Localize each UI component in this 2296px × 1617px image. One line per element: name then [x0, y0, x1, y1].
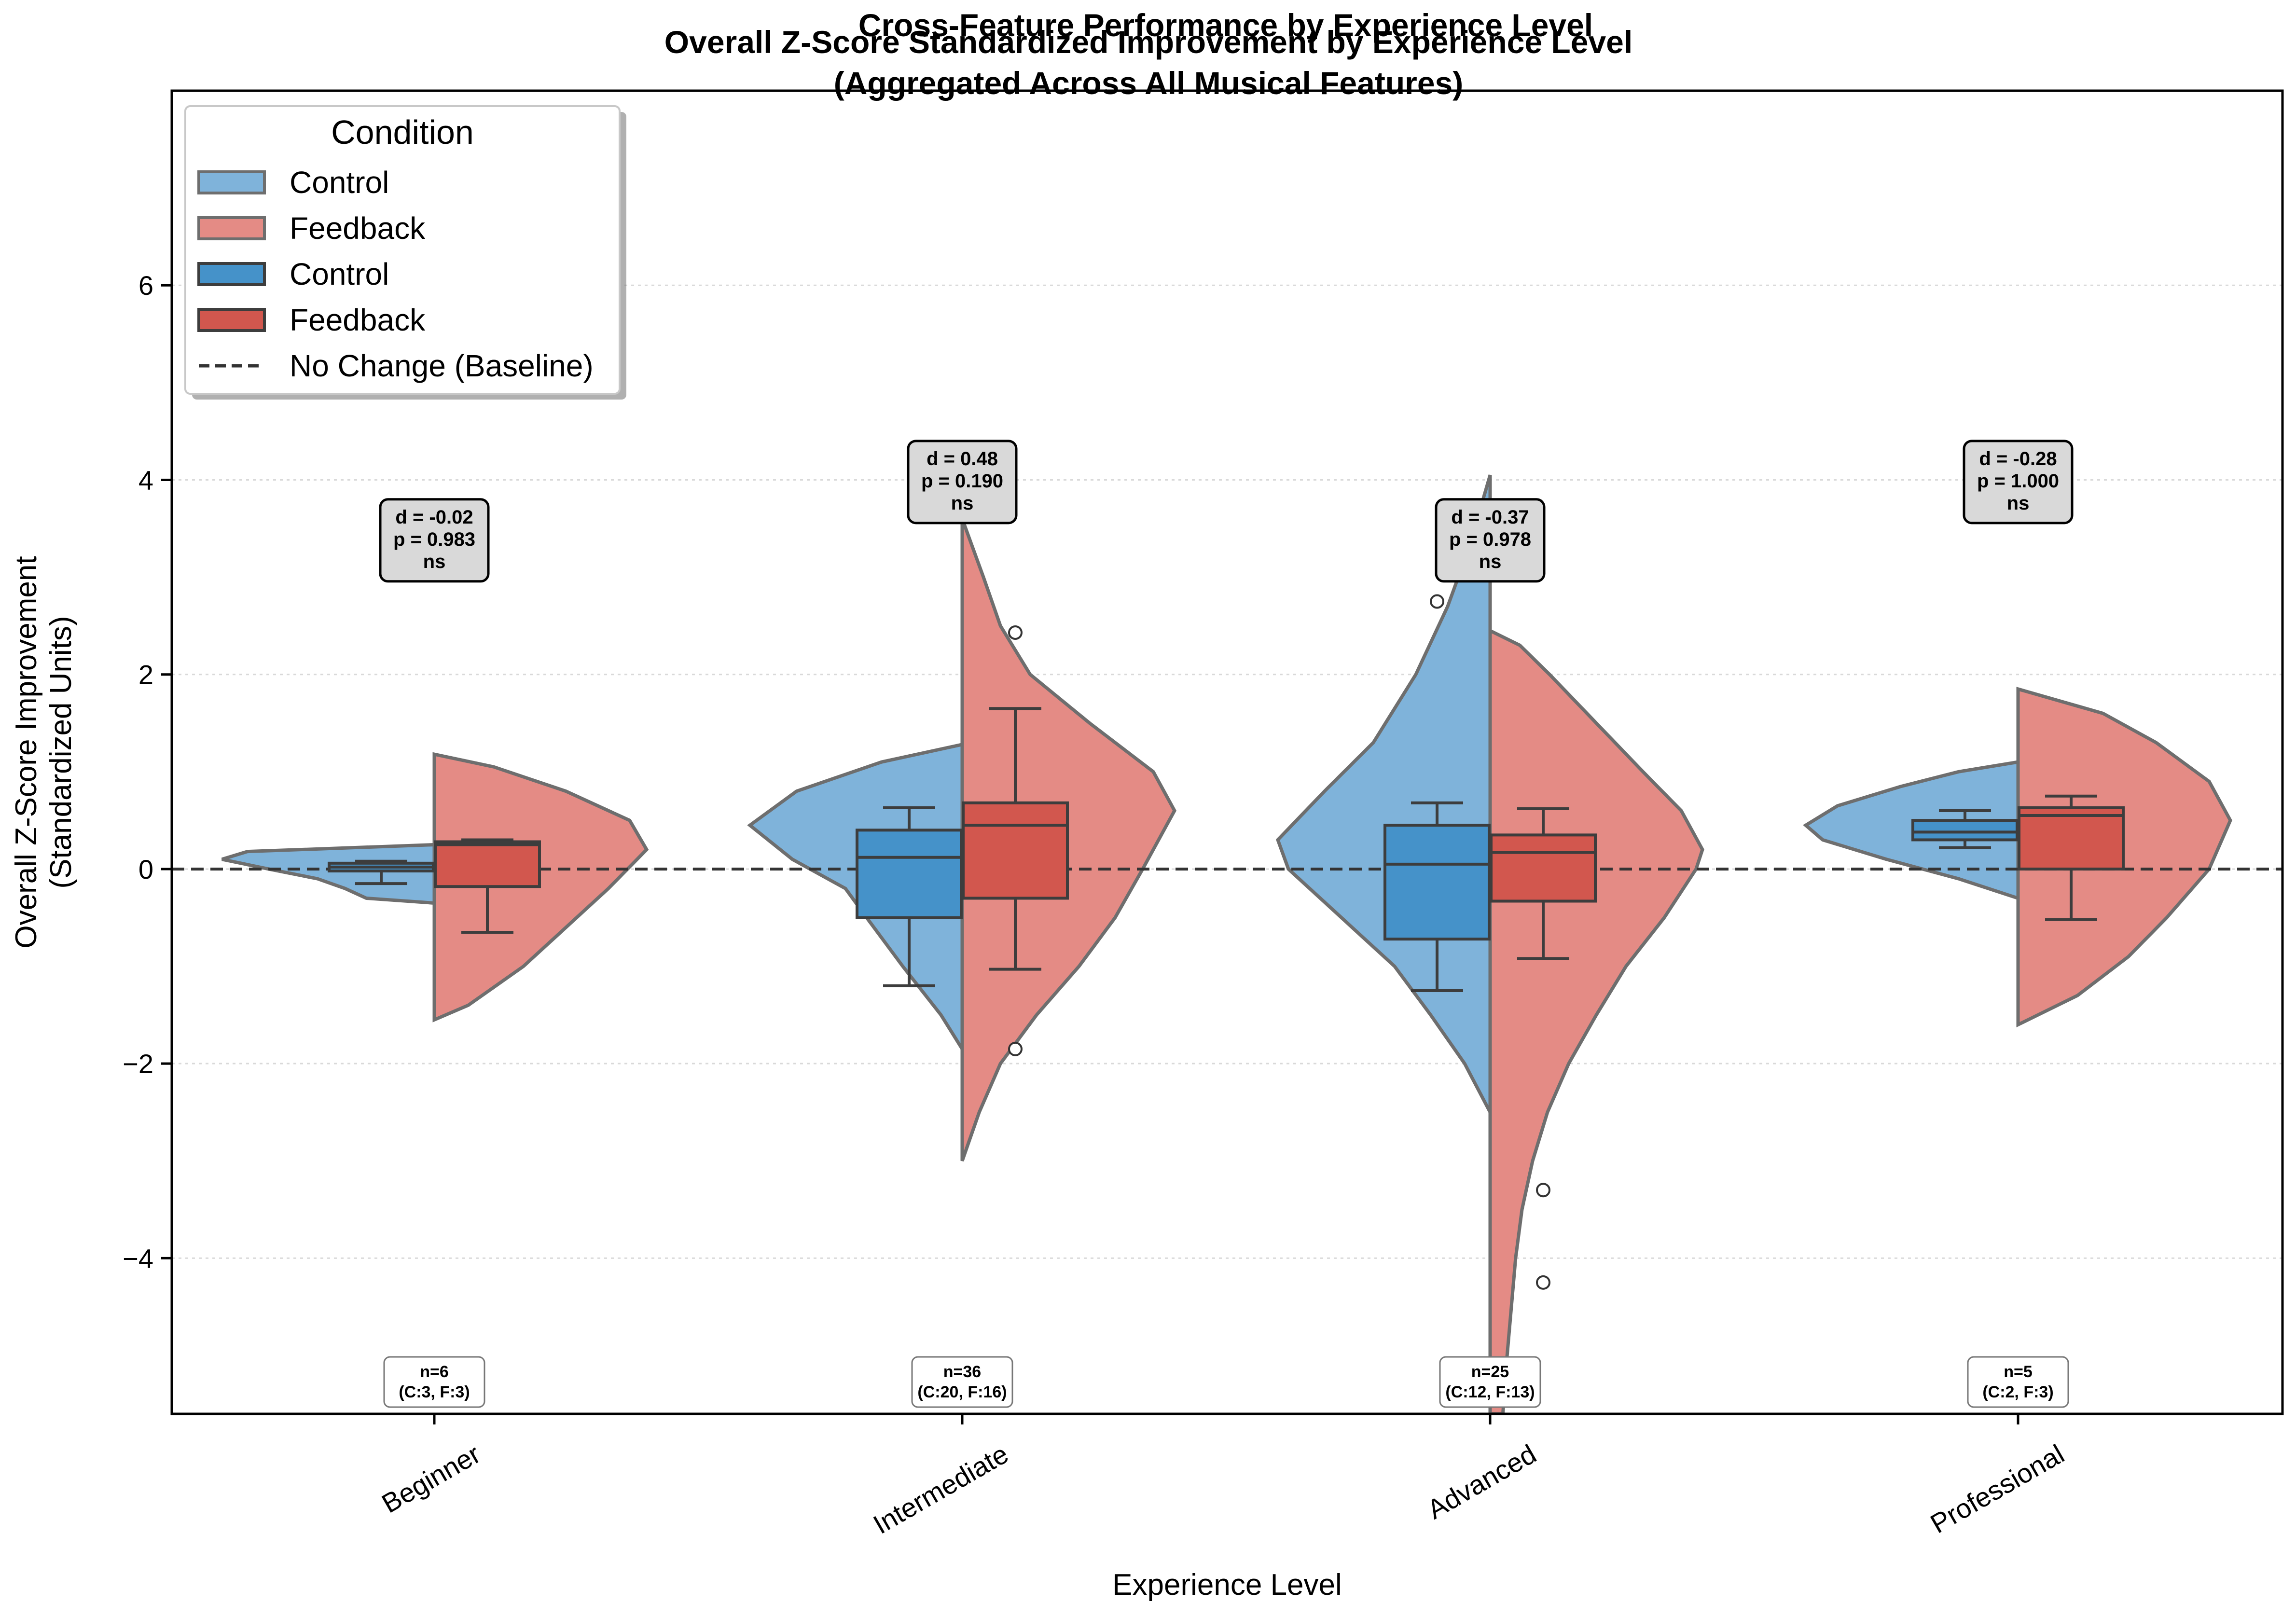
n-box-advanced: n=25 (C:12, F:13)	[1439, 1356, 1541, 1408]
stats-line: p = 0.978	[1449, 529, 1531, 550]
legend-swatch-box	[197, 308, 266, 332]
n-box-beginner: n=6 (C:3, F:3)	[383, 1356, 485, 1408]
n-box-bg	[1967, 1356, 2069, 1408]
legend-title: Condition	[331, 113, 474, 151]
n-detail: (C:20, F:16)	[917, 1383, 1007, 1401]
y-tick-label: −2	[123, 1049, 153, 1079]
box-feedback-advanced-outlier	[1536, 1275, 1550, 1290]
box-feedback-beginner	[434, 838, 541, 934]
chart-title: Overall Z-Score Standardized Improvement…	[664, 24, 1632, 60]
overlapping-title: Cross-Feature Performance by Experience …	[858, 7, 1593, 43]
box-feedback-advanced-iqr-box	[1490, 833, 1597, 903]
n-box-bg	[1439, 1356, 1541, 1408]
stats-line: d = -0.28	[1979, 448, 2057, 470]
n-detail: (C:12, F:13)	[1445, 1383, 1535, 1401]
n-label: n=5	[2004, 1363, 2033, 1381]
box-control-advanced-outlier	[1430, 594, 1444, 609]
x-axis-label: Experience Level	[1112, 1568, 1342, 1602]
stats-box-bg	[1963, 440, 2074, 525]
box-control-professional-iqr-box	[1911, 819, 2019, 842]
y-tick-label: 2	[138, 660, 153, 690]
stats-line: ns	[951, 493, 974, 514]
legend-item: Feedback	[197, 303, 426, 337]
stats-box-bg	[379, 498, 490, 583]
legend-swatch-violin	[197, 170, 266, 194]
y-axis-label-line2: (Standardized Units)	[44, 616, 78, 888]
y-axis-label: Overall Z-Score Improvement	[10, 556, 43, 948]
box-control-advanced	[1383, 594, 1491, 992]
box-feedback-intermediate	[962, 625, 1069, 1056]
n-detail: (C:3, F:3)	[399, 1383, 470, 1401]
box-feedback-intermediate-outlier	[1008, 1041, 1023, 1056]
box-feedback-intermediate-iqr-box	[962, 801, 1069, 900]
legend-swatch-box	[197, 262, 266, 286]
n-box-professional: n=5 (C:2, F:3)	[1967, 1356, 2069, 1408]
n-label: n=6	[420, 1363, 449, 1381]
box-feedback-advanced-outlier	[1536, 1183, 1550, 1198]
plot-frame	[170, 89, 2284, 1415]
legend-label: Feedback	[290, 211, 426, 246]
box-feedback-professional	[2018, 794, 2125, 921]
legend-item: Control	[197, 257, 389, 291]
box-control-advanced-iqr-box	[1383, 824, 1491, 941]
box-feedback-professional-iqr-box	[2018, 806, 2125, 871]
stats-line: d = 0.48	[927, 448, 998, 470]
box-control-intermediate	[856, 806, 963, 987]
n-box-intermediate: n=36 (C:20, F:16)	[911, 1356, 1013, 1408]
legend-label: Control	[290, 165, 389, 200]
stats-line: p = 0.983	[393, 529, 475, 550]
legend-label: Feedback	[290, 303, 426, 337]
stats-line: p = 0.190	[921, 470, 1003, 492]
y-tick-label: 6	[138, 270, 153, 301]
n-detail: (C:2, F:3)	[1982, 1383, 2053, 1401]
box-feedback-intermediate-outlier	[1008, 625, 1023, 640]
legend-label: No Change (Baseline)	[290, 348, 594, 383]
legend-swatch-violin	[197, 216, 266, 240]
legend-box	[184, 105, 621, 395]
legend-item: No Change (Baseline)	[199, 348, 594, 383]
stats-line: d = -0.37	[1451, 507, 1529, 528]
box-plots	[328, 594, 2125, 1290]
y-tick-label: 4	[138, 465, 153, 495]
box-control-intermediate-iqr-box	[856, 829, 963, 919]
legend-item: Control	[197, 165, 389, 200]
n-box-bg	[383, 1356, 485, 1408]
legend-item: Feedback	[197, 211, 426, 246]
n-label: n=36	[943, 1363, 981, 1381]
box-control-professional	[1911, 809, 2019, 849]
box-feedback-beginner-iqr-box	[434, 840, 541, 888]
stats-line: d = -0.02	[395, 507, 473, 528]
stats-box-bg	[907, 440, 1018, 525]
stats-line: ns	[423, 551, 446, 572]
stats-box-bg	[1435, 498, 1546, 583]
stats-line: p = 1.000	[1977, 470, 2059, 492]
box-feedback-advanced	[1490, 807, 1597, 1290]
stats-line: ns	[2007, 493, 2030, 514]
n-label: n=25	[1471, 1363, 1509, 1381]
chart-subtitle: (Aggregated Across All Musical Features)	[834, 65, 1463, 101]
y-tick-label: −4	[123, 1243, 153, 1273]
box-control-beginner	[328, 859, 435, 885]
y-axis: −4 −2 0 2 4 6	[123, 270, 172, 1273]
legend: Condition Control Feedback Control Feedback…	[184, 105, 626, 400]
stats-line: ns	[1479, 551, 1502, 572]
legend-label: Control	[290, 257, 389, 291]
n-box-bg	[911, 1356, 1013, 1408]
y-tick-label: 0	[138, 854, 153, 885]
